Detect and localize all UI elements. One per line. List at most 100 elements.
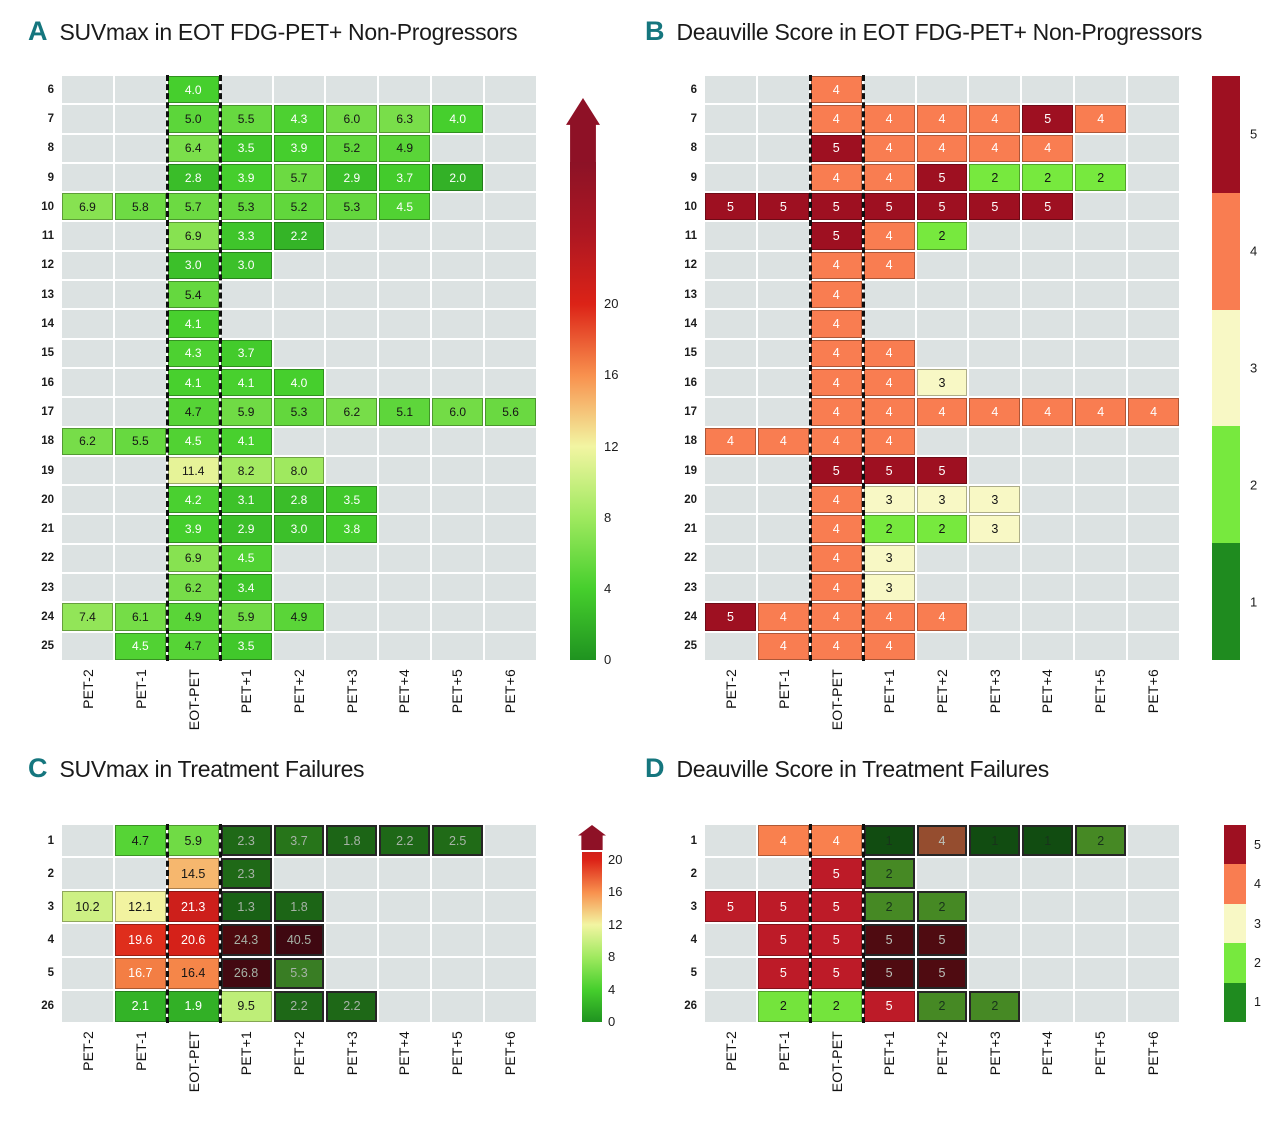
row-label: 2 <box>47 867 54 880</box>
heatmap-cell: 5 <box>810 193 862 221</box>
panel-suvmax-failures: C SUVmax in Treatment Failures 1 2 3 4 5 26 4.… <box>28 753 634 1092</box>
colorbar-tick-label: 20 <box>604 296 619 312</box>
heatmap-cell: 4 <box>705 427 756 455</box>
heatmap-cell <box>757 858 809 890</box>
heatmap-cell <box>1128 193 1179 221</box>
row-label: 9 <box>690 171 697 184</box>
heatmap-cell <box>705 957 756 989</box>
heatmap-cell: 5.9 <box>220 603 272 631</box>
heatmap-cell: 19.6 <box>114 924 166 956</box>
row-label: 6 <box>47 83 54 96</box>
x-axis-label: EOT-PET <box>185 1031 202 1093</box>
heatmap-cell <box>62 251 113 280</box>
heatmap-cell <box>916 251 968 280</box>
heatmap-cell <box>757 544 809 573</box>
heatmap-cell: 3.0 <box>167 251 219 280</box>
heatmap-cell <box>326 251 378 280</box>
heatmap-cell <box>1128 924 1179 956</box>
heatmap-cell <box>432 134 484 162</box>
heatmap-cell <box>757 368 809 397</box>
heatmap-cell <box>432 76 484 104</box>
heatmap-cell: 4 <box>810 251 862 280</box>
heatmap-cell: 5 <box>916 163 968 192</box>
heatmap-cell: 1 <box>863 825 915 857</box>
heatmap-cell <box>432 251 484 280</box>
heatmap-cell <box>273 427 325 455</box>
heatmap-cell <box>1075 632 1127 660</box>
row-label: 24 <box>41 611 54 624</box>
heatmap-cell <box>62 398 113 426</box>
heatmap-cell: 4 <box>757 825 809 857</box>
heatmap-cell: 5 <box>757 891 809 923</box>
heatmap-cell: 5.8 <box>114 193 166 221</box>
heatmap-cell: 5 <box>863 957 915 989</box>
heatmap-cell: 2.2 <box>326 990 378 1022</box>
heatmap-cell <box>326 891 378 923</box>
x-axis-label: PET-2 <box>723 1031 740 1071</box>
heatmap-cell <box>326 858 378 890</box>
colorbar-tick-label: 0 <box>608 1014 616 1029</box>
heatmap-cell: 4 <box>863 368 915 397</box>
colorbar-block: 5 <box>1212 76 1257 193</box>
x-axis-label: PET-1 <box>775 669 792 709</box>
heatmap-cell <box>705 924 756 956</box>
heatmap-cell: 5 <box>810 924 862 956</box>
heatmap-cell: 7.4 <box>62 603 113 631</box>
x-axis-label: PET+5 <box>1091 669 1108 714</box>
panel-title: D Deauville Score in Treatment Failures <box>645 753 1280 789</box>
row-label: 26 <box>684 1000 697 1013</box>
heatmap-cell <box>432 193 484 221</box>
panel-title: A SUVmax in EOT FDG-PET+ Non-Progressors <box>28 16 634 52</box>
heatmap-cell: 4 <box>1075 398 1127 426</box>
heatmap-cell <box>969 339 1021 367</box>
heatmap-cell <box>1075 544 1127 573</box>
heatmap-cell <box>757 251 809 280</box>
heatmap-cell <box>1128 76 1179 104</box>
row-label: 25 <box>684 640 697 653</box>
heatmap-cell: 4.7 <box>167 398 219 426</box>
heatmap-cell <box>757 574 809 602</box>
panel-title-text: SUVmax in EOT FDG-PET+ Non-Progressors <box>59 19 518 45</box>
heatmap-cell: 5.2 <box>273 193 325 221</box>
heatmap-cell <box>326 281 378 309</box>
row-label: 5 <box>47 967 54 980</box>
heatmap-cell: 4.0 <box>432 105 484 133</box>
heatmap-cell: 26.8 <box>220 957 272 989</box>
heatmap-cell <box>485 163 536 192</box>
heatmap-cell: 3 <box>863 544 915 573</box>
heatmap-cell <box>114 251 166 280</box>
heatmap-cell: 8.0 <box>273 456 325 485</box>
heatmap-cell <box>379 957 431 989</box>
heatmap-cell <box>379 427 431 455</box>
heatmap-cell <box>1128 632 1179 660</box>
colorbar-arrow-icon <box>566 98 600 162</box>
heatmap-cell: 2 <box>810 990 862 1022</box>
heatmap-cell <box>379 76 431 104</box>
heatmap-cell: 5.3 <box>273 957 325 989</box>
heatmap-cell: 3.3 <box>220 222 272 250</box>
colorbar-tick-label: 8 <box>604 509 612 525</box>
heatmap-cell: 4 <box>1075 105 1127 133</box>
heatmap-cell <box>485 281 536 309</box>
row-label: 8 <box>47 142 54 155</box>
heatmap-cell: 3.5 <box>220 632 272 660</box>
row-label: 19 <box>41 464 54 477</box>
x-axis-label: PET+2 <box>290 669 307 714</box>
heatmap-cell: 3.9 <box>220 163 272 192</box>
heatmap-cell: 5 <box>810 891 862 923</box>
heatmap-cell: 4 <box>969 105 1021 133</box>
heatmap-cell: 4 <box>810 368 862 397</box>
heatmap-cell: 3.5 <box>326 486 378 514</box>
heatmap-cell <box>1128 339 1179 367</box>
heatmap-cell: 5 <box>757 924 809 956</box>
heatmap-cell <box>62 281 113 309</box>
heatmap-cell <box>485 427 536 455</box>
heatmap-cell: 5.7 <box>273 163 325 192</box>
heatmap-cell <box>757 339 809 367</box>
heatmap-cell <box>114 515 166 543</box>
heatmap-cell <box>485 632 536 660</box>
heatmap-cell <box>379 456 431 485</box>
heatmap-cell <box>114 368 166 397</box>
heatmap-cell <box>432 339 484 367</box>
heatmap-cell: 1.8 <box>273 891 325 923</box>
